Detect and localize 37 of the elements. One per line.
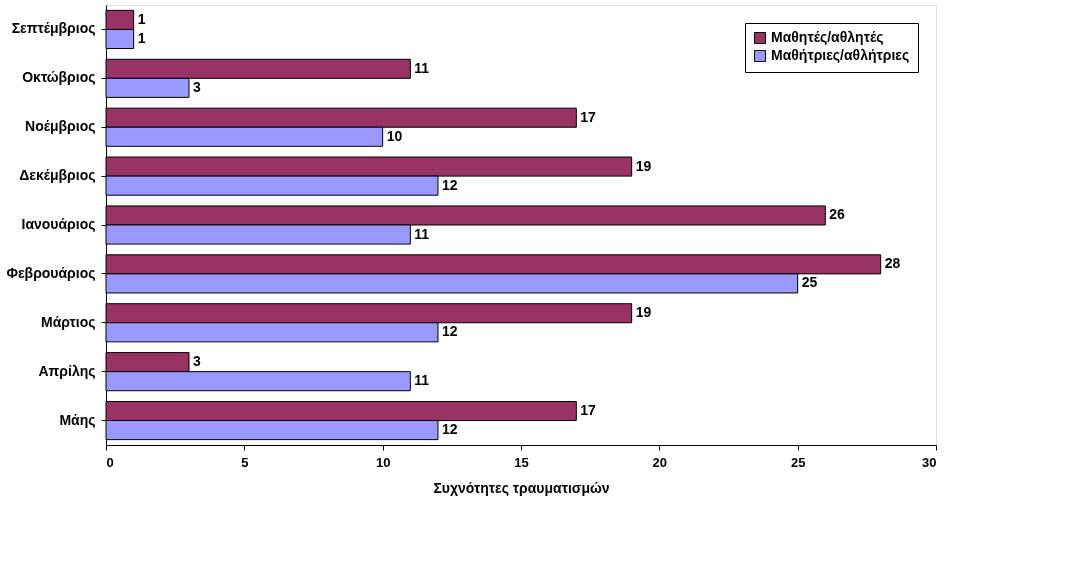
data-label: 25 xyxy=(801,274,818,291)
data-label: 17 xyxy=(580,402,597,419)
data-label: 3 xyxy=(193,78,201,95)
x-axis-title: Συχνότητες τραυματισμών xyxy=(433,479,610,496)
y-tick-label: Δεκέμβριος xyxy=(19,167,96,184)
data-label: 11 xyxy=(414,59,430,76)
y-tick-label: Ιανουάριος xyxy=(21,216,96,232)
y-tick-label: Απρίλης xyxy=(38,362,96,379)
y-tick-label: Φεβρουάριος xyxy=(6,264,96,281)
x-tick-label: 0 xyxy=(106,454,114,470)
data-label: 26 xyxy=(829,206,846,223)
data-label: 10 xyxy=(386,127,403,144)
data-label: 19 xyxy=(635,304,652,321)
data-label: 11 xyxy=(414,372,430,389)
legend-label: Μαθητές/αθλητές xyxy=(771,29,884,45)
data-label: 12 xyxy=(442,421,458,438)
x-tick-label: 5 xyxy=(241,454,249,470)
y-tick-label: Μάρτιος xyxy=(40,313,96,330)
y-tick-label: Σεπτέμβριος xyxy=(11,20,96,37)
legend-label: Μαθήτριες/αθλήτριες xyxy=(771,47,910,63)
data-label: 12 xyxy=(442,176,458,193)
y-tick-label: Νοέμβριος xyxy=(25,118,96,135)
x-tick-label: 15 xyxy=(514,454,529,470)
x-tick-label: 30 xyxy=(922,454,937,470)
data-label: 17 xyxy=(580,108,597,125)
data-label: 28 xyxy=(884,255,901,272)
data-label: 19 xyxy=(635,157,652,174)
data-label: 1 xyxy=(137,29,146,46)
data-label: 12 xyxy=(442,323,458,340)
data-label: 11 xyxy=(414,225,430,242)
y-tick-label: Μάης xyxy=(59,411,96,428)
x-tick-label: 10 xyxy=(375,454,391,470)
x-tick-label: 20 xyxy=(652,454,668,470)
x-tick-label: 25 xyxy=(790,454,806,470)
data-label: 1 xyxy=(137,10,146,27)
y-tick-label: Οκτώβριος xyxy=(22,69,96,86)
data-label: 3 xyxy=(193,353,201,370)
